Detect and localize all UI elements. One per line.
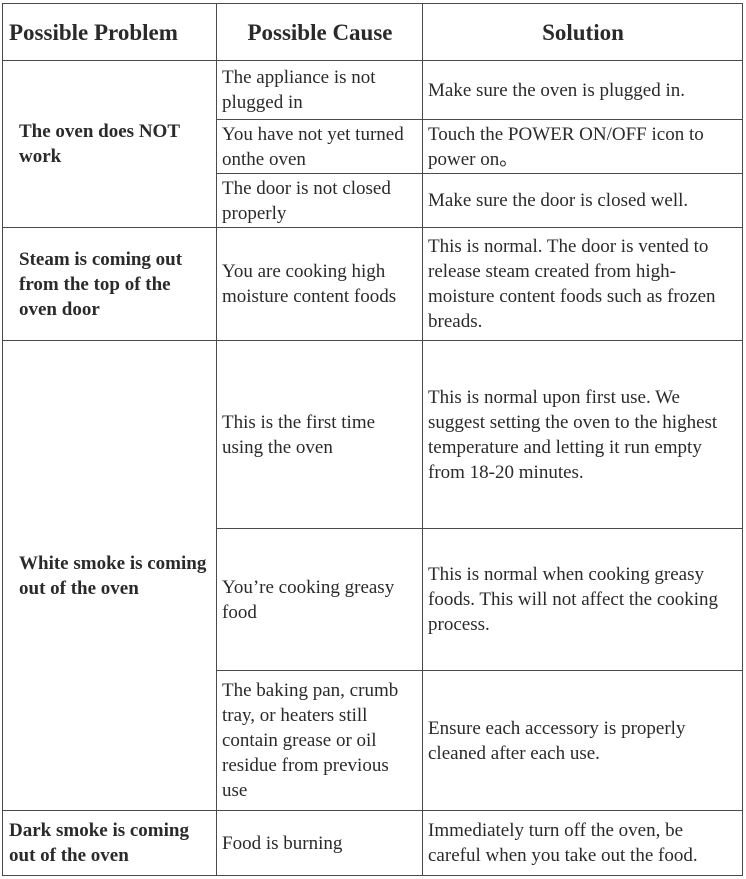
troubleshooting-table: Possible Problem Possible Cause Solution… — [2, 3, 743, 876]
cause-cell: The baking pan, crumb tray, or heaters s… — [216, 670, 423, 811]
cause-cell: Food is burning — [216, 810, 423, 876]
cause-cell: You have not yet turned onthe oven — [216, 119, 423, 174]
problem-cell: Dark smoke is coming out of the oven — [2, 810, 217, 876]
cause-cell: The appliance is not plugged in — [216, 60, 423, 120]
cause-cell: The door is not closed properly — [216, 173, 423, 228]
table-row: White smoke is coming out of the oven Th… — [2, 340, 743, 811]
solution-cell: This is normal upon first use. We sugges… — [422, 340, 743, 529]
header-problem: Possible Problem — [2, 3, 217, 61]
table-row: Steam is coming out from the top of the … — [2, 227, 743, 341]
table-row: The oven does NOT work The appliance is … — [2, 60, 743, 228]
problem-cell: Steam is coming out from the top of the … — [2, 227, 217, 341]
solution-cell: Immediately turn off the oven, be carefu… — [422, 810, 743, 876]
solution-cell: Ensure each accessory is properly cleane… — [422, 670, 743, 811]
table-row: You’re cooking greasy food This is norma… — [3, 528, 743, 671]
cause-cell: This is the first time using the oven — [216, 340, 423, 529]
problem-cell: White smoke is coming out of the oven — [2, 340, 217, 811]
solution-cell: This is normal. The door is vented to re… — [422, 227, 743, 341]
table-row: The door is not closed properly Make sur… — [3, 173, 743, 228]
header-cause: Possible Cause — [216, 3, 423, 61]
solution-cell: This is normal when cooking greasy foods… — [422, 528, 743, 671]
header-solution: Solution — [422, 3, 743, 61]
header-row: Possible Problem Possible Cause Solution — [2, 3, 743, 61]
solution-cell: Make sure the oven is plugged in. — [422, 60, 743, 120]
solution-cell: Make sure the door is closed well. — [422, 173, 743, 228]
solution-cell: Touch the POWER ON/OFF icon to power on。 — [422, 119, 743, 174]
table-row: You have not yet turned onthe oven Touch… — [3, 119, 743, 174]
problem-cell: The oven does NOT work — [2, 60, 217, 228]
cause-cell: You’re cooking greasy food — [216, 528, 423, 671]
table-row: Dark smoke is coming out of the oven Foo… — [2, 810, 743, 876]
cause-cell: You are cooking high moisture content fo… — [216, 227, 423, 341]
